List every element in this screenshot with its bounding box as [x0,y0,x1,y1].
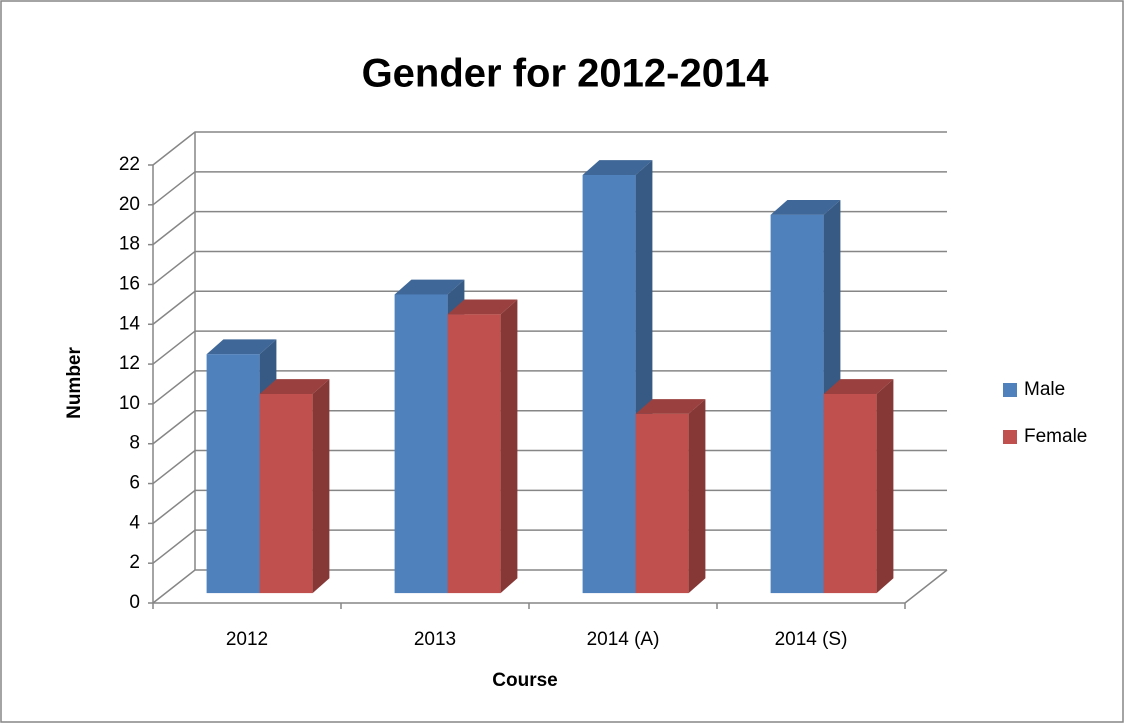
chart-title: Gender for 2012-2014 [362,52,770,96]
y-tick-label: 2 [129,552,140,573]
bar-top [206,339,277,355]
bar-side [876,379,894,594]
y-tick-label: 18 [119,234,140,255]
bar-side [688,399,706,594]
y-tick-label: 6 [129,473,140,494]
grid-line [152,171,947,206]
y-tick-label: 0 [129,592,140,613]
legend-label: Female [1024,426,1087,447]
bar-top [635,399,706,414]
bar-top [394,279,465,295]
bar-side [500,299,518,594]
bar [206,354,260,594]
bar [582,175,636,594]
bar-top [259,379,330,395]
x-tick-label: 2012 [226,629,268,650]
grid-line [152,370,947,405]
y-tick-label: 20 [119,194,140,215]
bar [447,314,501,594]
y-tick-label: 22 [119,154,140,175]
grid-line [152,131,947,166]
grid-line [152,210,947,246]
bar [394,294,448,594]
y-axis-label: Number [64,347,85,419]
y-tick-label: 12 [119,353,140,374]
grid-line [152,290,947,325]
x-tick-label: 2013 [414,629,456,650]
grid-line [152,250,947,286]
x-axis-label: Course [492,670,557,691]
bar-top [823,379,894,395]
legend-swatch [1003,383,1017,397]
y-tick-label: 4 [129,512,140,533]
bar-top [582,160,653,176]
y-tick-label: 16 [119,273,140,294]
bar-top [770,199,841,215]
y-tick-label: 8 [129,433,140,454]
x-tick-label: 2014 (A) [587,629,660,650]
bar-side [312,379,330,594]
x-tick-label: 2014 (S) [775,629,848,650]
bar [823,394,877,594]
bar [259,394,313,594]
bar-top [447,299,518,315]
y-tick-label: 10 [119,393,140,414]
legend-swatch [1003,430,1017,444]
legend-label: Male [1024,379,1065,400]
bar [635,413,689,594]
y-tick-label: 14 [119,313,141,334]
grid-line [152,330,947,365]
bar [770,214,824,594]
